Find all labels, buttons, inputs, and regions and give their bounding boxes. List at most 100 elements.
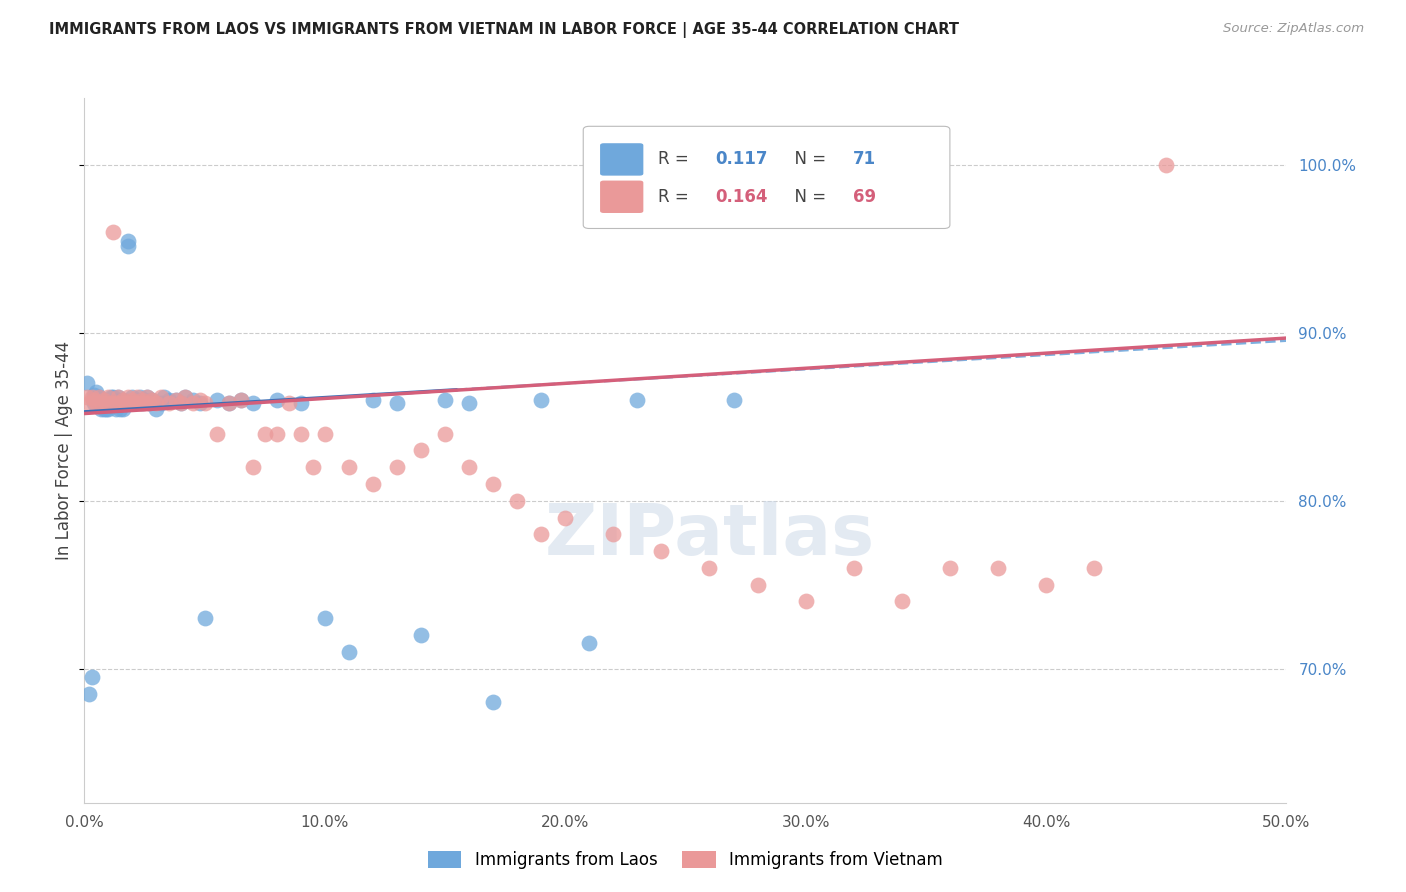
Point (94, 401, 117, 416)
Point (93, 393, 115, 408)
Point (409, 628, 432, 642)
Point (385, 460, 408, 475)
Point (337, 460, 360, 475)
Point (530, 527, 553, 541)
Point (842, 561, 865, 575)
Point (181, 393, 204, 408)
Point (86, 396, 108, 410)
Legend: Immigrants from Laos, Immigrants from Vietnam: Immigrants from Laos, Immigrants from Vi… (422, 844, 949, 876)
Point (723, 393, 745, 408)
Point (506, 493, 529, 508)
Text: N =: N = (785, 188, 831, 206)
Point (80, 670, 103, 684)
Point (218, 396, 240, 410)
Point (626, 393, 648, 408)
FancyBboxPatch shape (600, 144, 644, 176)
Text: R =: R = (658, 151, 693, 169)
Point (134, 396, 156, 410)
Point (266, 426, 288, 441)
Y-axis label: In Labor Force | Age 35-44: In Labor Force | Age 35-44 (55, 341, 73, 560)
Point (121, 393, 143, 408)
Point (174, 390, 197, 404)
Point (118, 396, 141, 410)
Point (128, 390, 150, 404)
Point (90, 396, 112, 410)
Point (111, 393, 134, 408)
Point (987, 561, 1010, 575)
Point (482, 695, 505, 709)
Point (194, 396, 217, 410)
Point (253, 426, 276, 441)
Point (107, 390, 129, 404)
Text: N =: N = (785, 151, 831, 169)
Text: 69: 69 (852, 188, 876, 206)
Point (165, 393, 187, 408)
Point (131, 393, 153, 408)
Point (194, 611, 217, 625)
Point (117, 234, 139, 248)
Point (290, 396, 312, 410)
Text: R =: R = (658, 188, 693, 206)
Point (110, 401, 132, 416)
Point (107, 390, 129, 404)
Point (76, 390, 98, 404)
Point (83, 393, 105, 408)
Point (90, 401, 112, 416)
Point (94, 396, 117, 410)
Point (157, 393, 180, 408)
Point (86, 393, 108, 408)
Point (242, 396, 264, 410)
FancyBboxPatch shape (583, 127, 950, 228)
Point (157, 396, 180, 410)
Point (141, 393, 163, 408)
Point (747, 577, 769, 591)
Point (93, 393, 115, 408)
Point (83, 388, 105, 402)
Text: Source: ZipAtlas.com: Source: ZipAtlas.com (1223, 22, 1364, 36)
Point (314, 426, 336, 441)
Point (80, 390, 103, 404)
Text: 0.117: 0.117 (716, 151, 768, 169)
Point (87, 393, 110, 408)
Point (409, 443, 432, 458)
Point (169, 396, 191, 410)
Point (242, 460, 264, 475)
Point (100, 390, 122, 404)
Point (650, 544, 672, 558)
Point (188, 396, 211, 410)
Point (138, 396, 160, 410)
Point (104, 396, 127, 410)
Text: IMMIGRANTS FROM LAOS VS IMMIGRANTS FROM VIETNAM IN LABOR FORCE | AGE 35-44 CORRE: IMMIGRANTS FROM LAOS VS IMMIGRANTS FROM … (49, 22, 959, 38)
Point (458, 460, 481, 475)
Point (117, 239, 139, 253)
Point (794, 594, 817, 608)
Point (104, 396, 127, 410)
Point (94, 396, 117, 410)
Point (86, 384, 108, 399)
Point (124, 396, 146, 410)
Point (103, 390, 125, 404)
Point (145, 396, 167, 410)
Point (578, 636, 600, 650)
Point (97, 396, 120, 410)
Point (117, 390, 139, 404)
Point (93, 401, 115, 416)
Text: ZIPatlas: ZIPatlas (544, 500, 875, 569)
Point (218, 396, 240, 410)
Point (135, 390, 157, 404)
Point (301, 460, 323, 475)
Point (290, 426, 312, 441)
Point (554, 510, 576, 524)
Point (229, 393, 252, 408)
Point (205, 393, 228, 408)
Point (127, 393, 149, 408)
Point (337, 645, 360, 659)
Point (127, 390, 149, 404)
Point (145, 401, 167, 416)
Point (1035, 577, 1057, 591)
Point (205, 426, 228, 441)
Point (104, 401, 127, 416)
Text: 0.164: 0.164 (716, 188, 768, 206)
Point (1156, 158, 1178, 172)
Point (128, 396, 150, 410)
